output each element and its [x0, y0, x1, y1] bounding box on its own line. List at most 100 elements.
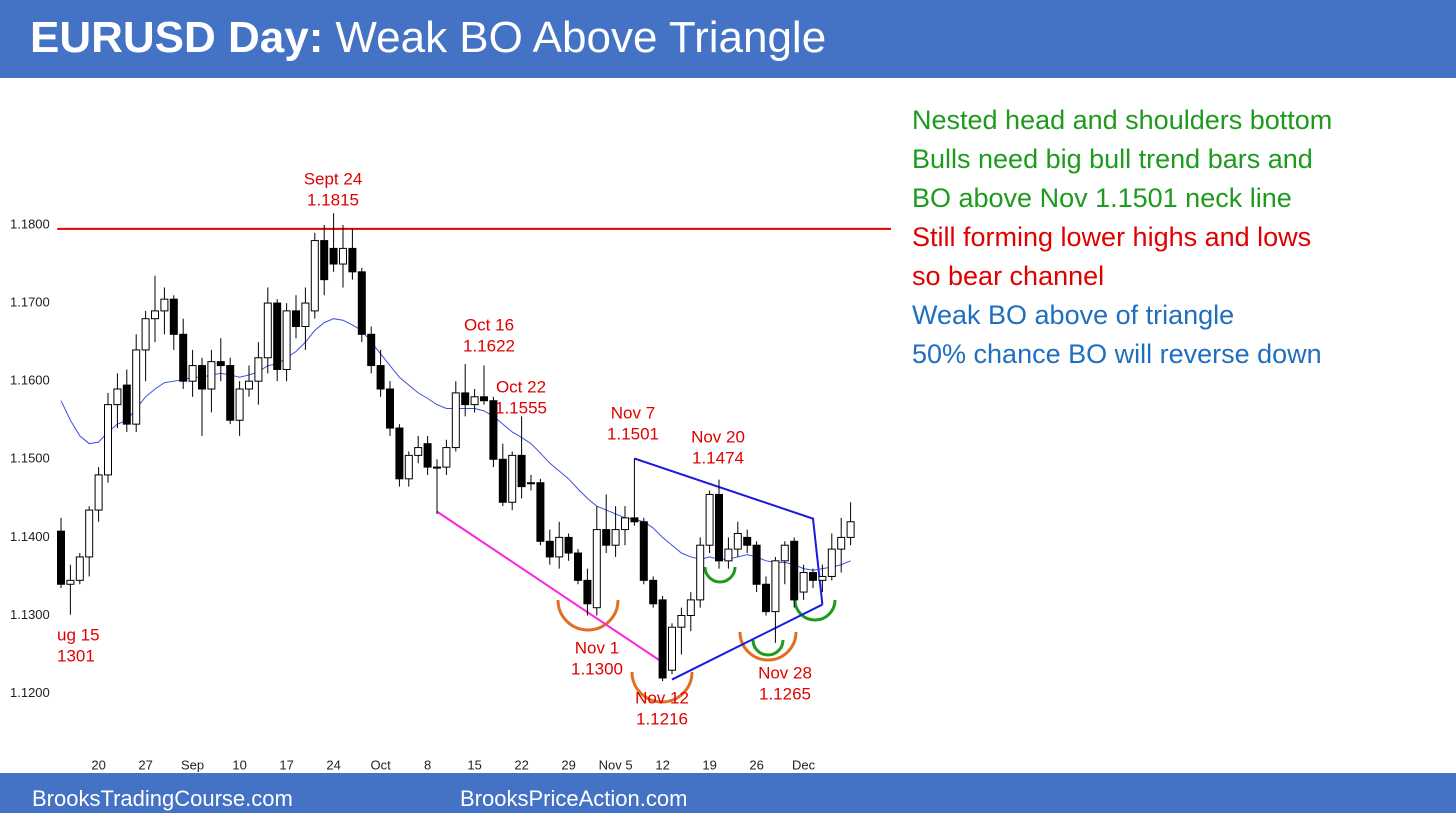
footer-bar: [0, 773, 1456, 813]
candle-body: [216, 361, 225, 367]
candle-body: [846, 521, 855, 538]
x-tick-label: Dec: [792, 757, 816, 772]
candle-body: [809, 572, 817, 581]
candle-body: [357, 271, 366, 335]
annotation: 1.1300: [571, 659, 623, 678]
candle-body: [639, 521, 648, 581]
arcs: [556, 566, 837, 704]
y-tick-label: 1.1300: [10, 607, 50, 622]
title: EURUSD Day: Weak BO Above Triangle: [30, 13, 826, 62]
note: so bear channel: [912, 261, 1104, 291]
x-tick-label: 12: [655, 757, 669, 772]
candle-body: [489, 400, 498, 460]
title-rest: Weak BO Above Triangle: [335, 13, 826, 62]
trendline: [634, 457, 824, 605]
x-tick-label: 17: [279, 757, 293, 772]
candle-body: [771, 560, 780, 613]
annotation: Nov 20: [691, 427, 745, 446]
candle-body: [226, 365, 235, 421]
candle-body: [179, 333, 188, 382]
candle-body: [245, 380, 253, 390]
trendline: [671, 603, 823, 681]
candle-body: [282, 310, 291, 370]
candle-body: [339, 247, 347, 265]
arc: [793, 599, 837, 622]
candle-body: [386, 388, 394, 429]
x-tick-label: Oct: [370, 757, 391, 772]
annotation: 1301: [57, 646, 95, 665]
candle-body: [122, 384, 131, 425]
annotation: Oct 22: [496, 377, 546, 396]
annotation: 1.1501: [607, 424, 659, 443]
candle-body: [480, 396, 488, 402]
note: Bulls need big bull trend bars and: [912, 144, 1313, 174]
candle-body: [292, 310, 300, 328]
candle-body: [395, 427, 404, 480]
candle-body: [423, 443, 432, 468]
candle-body: [705, 493, 714, 546]
arc: [703, 566, 737, 584]
note: Nested head and shoulders bottom: [912, 105, 1332, 135]
candle-body: [837, 536, 846, 550]
candle-body: [686, 599, 695, 617]
annotation: 1.1555: [495, 398, 547, 417]
y-tick-label: 1.1200: [10, 685, 50, 700]
candle-body: [310, 240, 319, 312]
annotation: 1.1622: [463, 336, 515, 355]
candle-body: [658, 599, 667, 679]
candle-body: [451, 392, 460, 449]
y-tick-label: 1.1800: [10, 216, 50, 231]
candle-body: [113, 388, 122, 406]
x-tick-label: 29: [561, 757, 575, 772]
candle-body: [94, 474, 103, 511]
candle-body: [527, 482, 535, 485]
candle-body: [715, 493, 723, 562]
candle-body: [592, 529, 601, 609]
candle-body: [414, 447, 423, 456]
candle-body: [66, 579, 75, 585]
candle-body: [762, 583, 770, 613]
candle-body: [301, 302, 310, 328]
candle-body: [752, 544, 761, 585]
annotation: Sept 24: [304, 169, 363, 188]
candle-body: [630, 517, 639, 523]
candle-body: [668, 626, 676, 671]
candle-body: [132, 349, 141, 425]
candle-body: [376, 365, 385, 390]
trendline: [436, 510, 664, 664]
candle-body: [188, 365, 197, 382]
y-tick-label: 1.1700: [10, 295, 50, 310]
x-tick-label: 20: [91, 757, 105, 772]
annotation: Nov 28: [758, 663, 812, 682]
x-tick-label: 15: [467, 757, 481, 772]
candle-body: [564, 536, 573, 554]
candle-body: [508, 454, 517, 503]
footer-right: BrooksPriceAction.com: [460, 786, 687, 811]
candle-body: [536, 482, 545, 542]
candle-body: [790, 540, 799, 601]
y-tick-label: 1.1500: [10, 451, 50, 466]
candle-body: [254, 357, 263, 382]
candle-body: [273, 302, 282, 370]
candle-body: [207, 361, 216, 390]
x-tick-label: 22: [514, 757, 528, 772]
annotation: 1.1474: [692, 448, 744, 467]
title-bold: EURUSD Day:: [30, 13, 323, 62]
note: BO above Nov 1.1501 neck line: [912, 183, 1292, 213]
candle-body: [151, 310, 159, 320]
candle-body: [517, 454, 526, 488]
arc: [630, 671, 694, 704]
annotation: 1.1216: [636, 709, 688, 728]
candle-body: [160, 298, 169, 312]
x-tick-label: 27: [138, 757, 152, 772]
candle-body: [404, 454, 413, 480]
candle-body: [611, 529, 620, 546]
candle-body: [498, 458, 507, 503]
x-tick-label: 24: [326, 757, 340, 772]
x-tick-label: 26: [749, 757, 763, 772]
arc: [556, 599, 620, 632]
candle-body: [574, 552, 582, 581]
candle-body: [461, 392, 470, 406]
candle-body: [169, 298, 178, 335]
